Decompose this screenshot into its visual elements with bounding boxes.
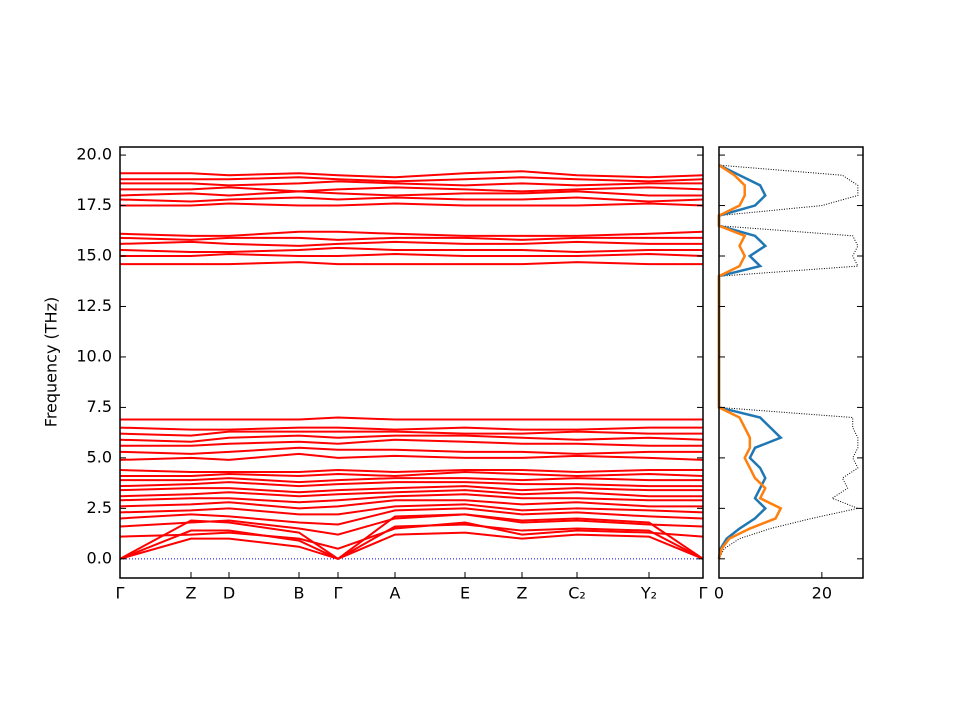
band-line <box>119 196 704 203</box>
band-line <box>119 531 704 560</box>
y-axis-label: Frequency (THz) <box>42 297 61 427</box>
band-line <box>120 416 703 421</box>
x-tick-label: Γ <box>116 584 125 603</box>
band-line <box>119 489 703 498</box>
band-line <box>119 190 703 197</box>
band-line <box>120 438 703 447</box>
x-tick-label: Z <box>186 584 197 603</box>
band-line <box>120 180 703 187</box>
x-tick-label: E <box>460 584 470 603</box>
band-line <box>119 452 704 461</box>
y-tick-label: 7.5 <box>87 397 112 416</box>
x-tick-label: Y₂ <box>640 584 657 603</box>
band-line <box>119 240 703 247</box>
band-line <box>120 202 704 207</box>
band-line <box>119 468 703 474</box>
band-line <box>120 477 703 484</box>
y-tick-label: 2.5 <box>87 498 112 517</box>
band-line <box>119 523 704 560</box>
y-tick-label: 5.0 <box>87 447 112 466</box>
x-tick-label: Γ <box>334 584 343 603</box>
y-tick-label: 0.0 <box>87 548 112 567</box>
x-tick-label: C₂ <box>568 584 586 603</box>
x-tick-label: D <box>223 584 235 603</box>
dos-line <box>718 164 860 560</box>
x-tick-label: 0 <box>714 584 724 603</box>
band-line <box>119 426 703 431</box>
band-line <box>119 493 703 504</box>
y-tick-label: 10.0 <box>76 346 112 365</box>
band-line <box>119 513 704 536</box>
band-line <box>119 236 703 241</box>
x-tick-label: 20 <box>812 584 832 603</box>
band-line <box>119 503 704 516</box>
dos-line <box>717 164 783 560</box>
band-line <box>119 246 703 253</box>
x-tick-label: A <box>390 584 401 603</box>
band-line <box>119 481 703 488</box>
band-line <box>120 471 704 478</box>
y-tick-label: 17.5 <box>76 195 112 214</box>
band-line <box>119 434 704 443</box>
band-line <box>119 499 703 510</box>
y-tick-label: 15.0 <box>76 246 112 265</box>
y-tick-label: 12.5 <box>76 296 112 315</box>
dos-line <box>717 164 783 560</box>
band-line <box>120 176 704 183</box>
x-tick-label: Γ <box>699 584 708 603</box>
plot-frame <box>718 146 864 579</box>
plot-frame <box>119 146 704 579</box>
band-line <box>119 485 703 494</box>
band-line <box>119 521 704 550</box>
band-line <box>119 230 704 237</box>
band-line <box>120 261 703 266</box>
x-tick-label: B <box>294 584 305 603</box>
band-line <box>119 430 703 437</box>
band-line <box>120 186 704 193</box>
y-tick-label: 20.0 <box>76 145 112 164</box>
x-tick-label: Z <box>517 584 528 603</box>
band-line <box>119 507 704 526</box>
band-line <box>120 252 704 258</box>
band-line <box>120 170 704 179</box>
band-line <box>119 446 703 455</box>
